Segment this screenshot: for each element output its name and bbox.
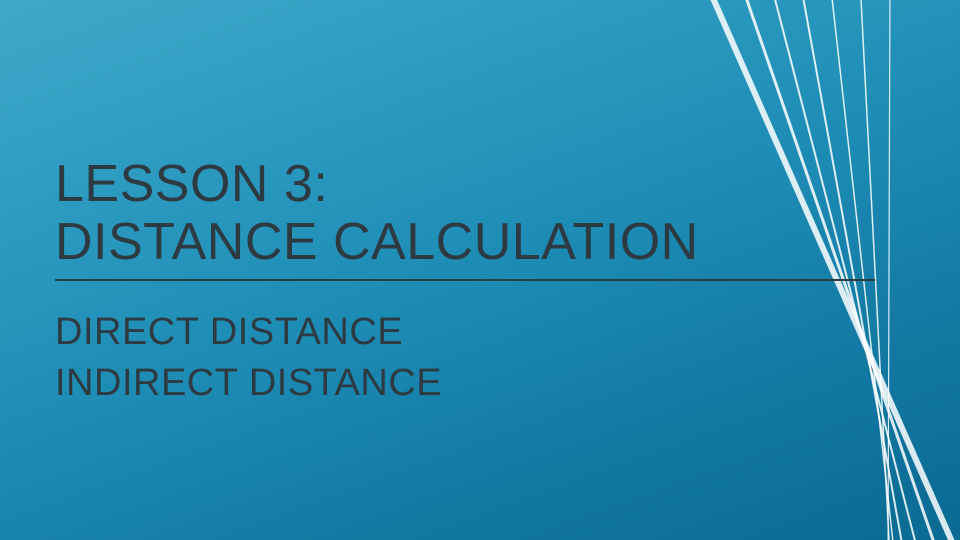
slide-subtitle: DIRECT DISTANCE INDIRECT DISTANCE <box>55 307 875 407</box>
title-line-2: DISTANCE CALCULATION <box>55 213 699 271</box>
title-underline <box>55 279 875 281</box>
slide: LESSON 3: DISTANCE CALCULATION DIRECT DI… <box>0 0 960 540</box>
slide-content: LESSON 3: DISTANCE CALCULATION DIRECT DI… <box>55 155 875 408</box>
subtitle-line-2: INDIRECT DISTANCE <box>55 362 442 404</box>
subtitle-line-1: DIRECT DISTANCE <box>55 311 403 353</box>
title-line-1: LESSON 3: <box>55 155 328 213</box>
slide-title: LESSON 3: DISTANCE CALCULATION <box>55 155 875 271</box>
